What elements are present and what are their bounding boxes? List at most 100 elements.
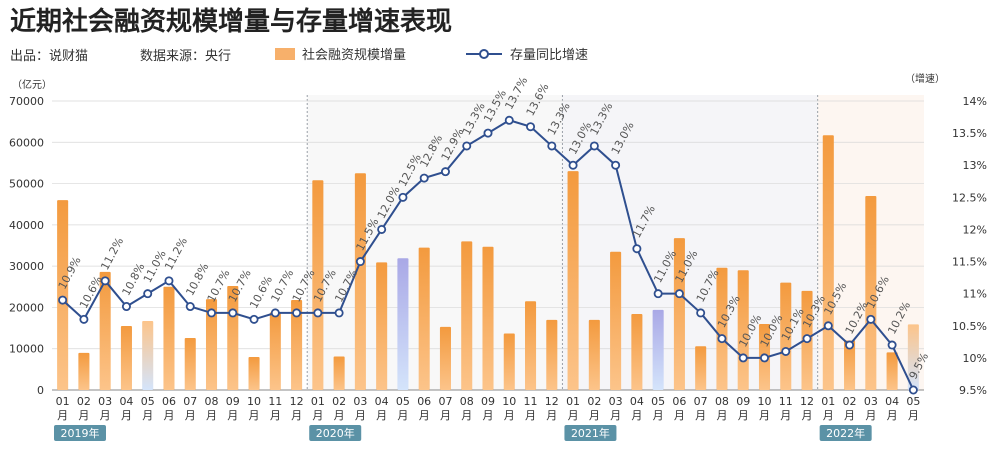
month-tick-unit: 月 [461, 409, 472, 422]
month-tick-unit: 月 [419, 409, 430, 422]
right-tick-label: 13.5% [952, 127, 987, 140]
line-point-2022-01 [823, 321, 833, 331]
bar-2020-09 [482, 246, 494, 390]
line-point-2021-12 [802, 334, 812, 344]
left-tick-label: 40000 [9, 219, 44, 232]
line-point-2021-08 [717, 334, 727, 344]
line-point-2019-03 [100, 276, 110, 286]
line-point-2021-09 [738, 353, 748, 363]
year-background [562, 95, 818, 390]
line-point-2019-07 [185, 302, 195, 312]
bar-2022-03 [865, 195, 877, 390]
left-tick-label: 50000 [9, 178, 44, 191]
month-tick-unit: 月 [695, 409, 706, 422]
line-point-2019-10 [249, 314, 259, 324]
month-tick-label: 04 [375, 395, 389, 408]
bar-2022-04 [886, 352, 898, 390]
left-tick-label: 60000 [9, 136, 44, 149]
month-tick-label: 10 [502, 395, 516, 408]
line-point-2022-04 [887, 340, 897, 350]
month-tick-unit: 月 [546, 409, 557, 422]
line-point-2019-02 [79, 314, 89, 324]
month-tick-unit: 月 [908, 409, 919, 422]
line-point-2021-11 [781, 346, 791, 356]
month-tick-unit: 月 [142, 409, 153, 422]
month-tick-label: 10 [757, 395, 771, 408]
bar-2019-11 [269, 312, 281, 390]
legend-bar-label: 社会融资规模增量 [302, 47, 406, 63]
year-badge-label: 2020年 [316, 426, 355, 440]
month-tick-label: 05 [141, 395, 155, 408]
line-point-2019-01 [58, 295, 68, 305]
month-tick-unit: 月 [206, 409, 217, 422]
month-tick-label: 03 [353, 395, 367, 408]
line-point-2022-02 [845, 340, 855, 350]
left-tick-label: 10000 [9, 343, 44, 356]
line-point-2020-04 [377, 224, 387, 234]
bar-2021-06 [673, 238, 685, 390]
line-data-label: 11.2% [98, 235, 126, 272]
month-tick-unit: 月 [568, 409, 579, 422]
month-tick-label: 07 [438, 395, 452, 408]
line-point-2021-07 [696, 308, 706, 318]
line-point-2022-03 [866, 314, 876, 324]
month-tick-unit: 月 [525, 409, 536, 422]
bar-2021-05 [652, 309, 664, 390]
month-tick-unit: 月 [802, 409, 813, 422]
month-tick-label: 07 [694, 395, 708, 408]
line-point-2021-01 [568, 160, 578, 170]
bar-2020-12 [546, 319, 558, 390]
line-point-2021-03 [611, 160, 621, 170]
line-point-2020-05 [398, 192, 408, 202]
month-tick-label: 01 [566, 395, 580, 408]
right-tick-label: 11.5% [952, 256, 987, 269]
month-tick-unit: 月 [674, 409, 685, 422]
month-tick-label: 04 [885, 395, 899, 408]
line-point-2020-09 [483, 128, 493, 138]
line-point-2020-03 [355, 257, 365, 267]
legend-bar-swatch [275, 48, 295, 60]
source-label: 出品：说财猫 [10, 49, 88, 64]
month-tick-label: 01 [311, 395, 325, 408]
month-tick-unit: 月 [887, 409, 898, 422]
month-tick-unit: 月 [78, 409, 89, 422]
line-point-2019-06 [164, 276, 174, 286]
line-point-2019-04 [121, 302, 131, 312]
year-background [307, 95, 563, 390]
line-point-2021-05 [653, 289, 663, 299]
month-tick-unit: 月 [653, 409, 664, 422]
month-tick-unit: 月 [504, 409, 515, 422]
month-tick-unit: 月 [440, 409, 451, 422]
month-tick-label: 09 [736, 395, 750, 408]
month-tick-unit: 月 [483, 409, 494, 422]
line-point-2020-06 [419, 173, 429, 183]
month-tick-label: 09 [226, 395, 240, 408]
month-tick-label: 12 [290, 395, 304, 408]
bar-2020-08 [461, 241, 473, 390]
bar-2019-07 [184, 337, 196, 390]
left-tick-label: 0 [37, 384, 44, 397]
month-tick-unit: 月 [249, 409, 260, 422]
bar-2019-01 [57, 200, 69, 390]
bar-2019-06 [163, 286, 175, 390]
line-point-2020-02 [334, 308, 344, 318]
bar-2020-06 [418, 247, 430, 390]
right-tick-label: 10.5% [952, 320, 987, 333]
bar-2019-02 [78, 352, 90, 390]
month-tick-unit: 月 [865, 409, 876, 422]
month-tick-unit: 月 [738, 409, 749, 422]
bar-2020-03 [354, 173, 366, 390]
line-point-2019-12 [292, 308, 302, 318]
right-tick-label: 9.5% [959, 384, 987, 397]
bar-2020-07 [439, 326, 451, 390]
bar-2021-07 [695, 346, 707, 390]
bar-2019-12 [291, 299, 303, 390]
line-point-2021-02 [589, 141, 599, 151]
line-point-2022-05 [908, 385, 918, 395]
bar-2020-10 [503, 333, 515, 390]
right-tick-label: 13% [963, 159, 987, 172]
bar-2022-02 [844, 340, 856, 390]
month-tick-label: 04 [119, 395, 133, 408]
year-badge [819, 425, 872, 441]
